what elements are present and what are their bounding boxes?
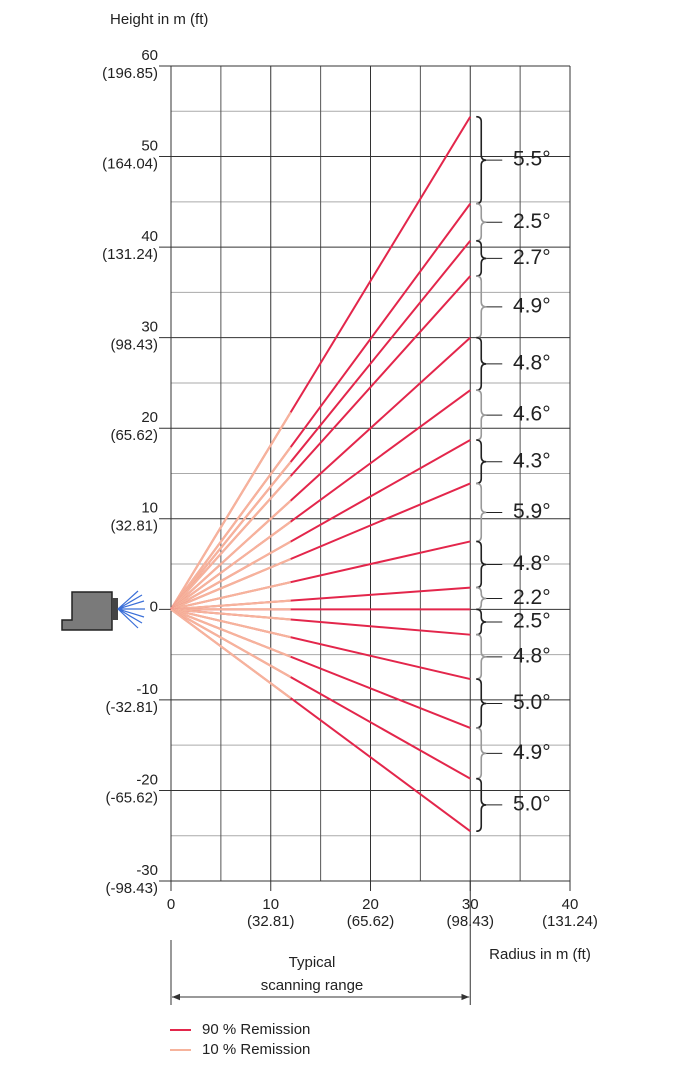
y-tick-label-ft: (32.81) — [110, 518, 158, 535]
scan-line-10 — [170, 599, 291, 611]
y-tick-label-ft: (98.43) — [110, 337, 158, 354]
scan-line-10 — [170, 540, 292, 611]
scan-line-10 — [170, 608, 292, 679]
y-tick-label-ft: (-98.43) — [105, 880, 158, 897]
angle-label: 4.8° — [513, 351, 551, 374]
y-tick-label: -30 — [136, 862, 158, 879]
angle-brace — [476, 608, 487, 636]
angle-label: 4.8° — [513, 552, 551, 575]
angle-label: 4.3° — [513, 449, 551, 472]
angle-brace — [476, 727, 487, 780]
angle-label: 4.9° — [513, 741, 551, 764]
range-label: Typical — [289, 954, 336, 971]
scan-line-10 — [170, 520, 292, 611]
x-tick-label: 0 — [167, 896, 175, 913]
angle-brace — [476, 439, 487, 485]
scan-line-10 — [170, 475, 292, 611]
angle-brace — [476, 202, 487, 242]
y-tick-label: 20 — [141, 409, 158, 426]
y-tick-label: 10 — [141, 500, 158, 517]
y-axis-title: Height in m (ft) — [110, 11, 208, 28]
scan-line-10 — [170, 499, 292, 611]
y-tick-label-ft: (196.85) — [102, 65, 158, 82]
x-tick-label-ft: (32.81) — [247, 913, 295, 930]
scan-line-10 — [170, 608, 291, 639]
legend-label: 10 % Remission — [202, 1041, 310, 1058]
y-tick-label: 60 — [141, 47, 158, 64]
angle-label: 2.2° — [513, 586, 551, 609]
angle-brace — [476, 275, 487, 339]
angle-label: 4.8° — [513, 644, 551, 667]
y-tick-label: 40 — [141, 228, 158, 245]
scan-line-10 — [170, 557, 292, 611]
legend-label: 90 % Remission — [202, 1021, 310, 1038]
angle-brace — [476, 678, 487, 729]
angle-brace — [476, 336, 487, 391]
y-tick-label-ft: (131.24) — [102, 246, 158, 263]
x-tick-label: 40 — [562, 896, 579, 913]
sensor-icon — [61, 590, 145, 631]
y-tick-label: 0 — [150, 598, 158, 615]
angle-label: 5.0° — [513, 792, 551, 815]
angle-label: 5.0° — [513, 691, 551, 714]
angle-brace — [476, 586, 487, 611]
scan-line-10 — [170, 608, 292, 658]
angle-label: 4.9° — [513, 294, 551, 317]
y-tick-label-ft: (65.62) — [110, 427, 158, 444]
y-tick-label: 50 — [141, 138, 158, 155]
angle-brace — [476, 389, 487, 441]
range-label: scanning range — [261, 977, 364, 994]
angle-label: 2.5° — [513, 210, 551, 233]
y-tick-label: -20 — [136, 771, 158, 788]
x-tick-label: 10 — [262, 896, 279, 913]
scan-line-10 — [170, 608, 291, 621]
y-tick-label: -10 — [136, 681, 158, 698]
scan-line-10 — [170, 461, 292, 611]
x-tick-label-ft: (131.24) — [542, 913, 598, 930]
angle-label: 4.6° — [513, 403, 551, 426]
y-tick-label: 30 — [141, 319, 158, 336]
x-tick-label-ft: (65.62) — [347, 913, 395, 930]
scan-line-10 — [170, 446, 292, 610]
y-tick-label-ft: (-65.62) — [105, 789, 158, 806]
angle-brace — [476, 115, 487, 205]
angle-label: 5.5° — [513, 148, 551, 171]
angle-brace — [476, 239, 487, 277]
angle-label: 2.7° — [513, 246, 551, 269]
angle-brace — [476, 777, 487, 832]
angle-brace — [476, 633, 487, 680]
x-axis-title: Radius in m (ft) — [489, 946, 591, 963]
y-tick-label-ft: (164.04) — [102, 156, 158, 173]
angle-label: 5.9° — [513, 500, 551, 523]
scan-line-10 — [170, 411, 292, 610]
angle-brace — [476, 482, 487, 543]
scan-line-10 — [170, 581, 291, 611]
y-tick-label-ft: (-32.81) — [105, 699, 158, 716]
angle-label: 2.5° — [513, 610, 551, 633]
x-tick-label: 20 — [362, 896, 379, 913]
scan-line-10 — [170, 608, 292, 699]
